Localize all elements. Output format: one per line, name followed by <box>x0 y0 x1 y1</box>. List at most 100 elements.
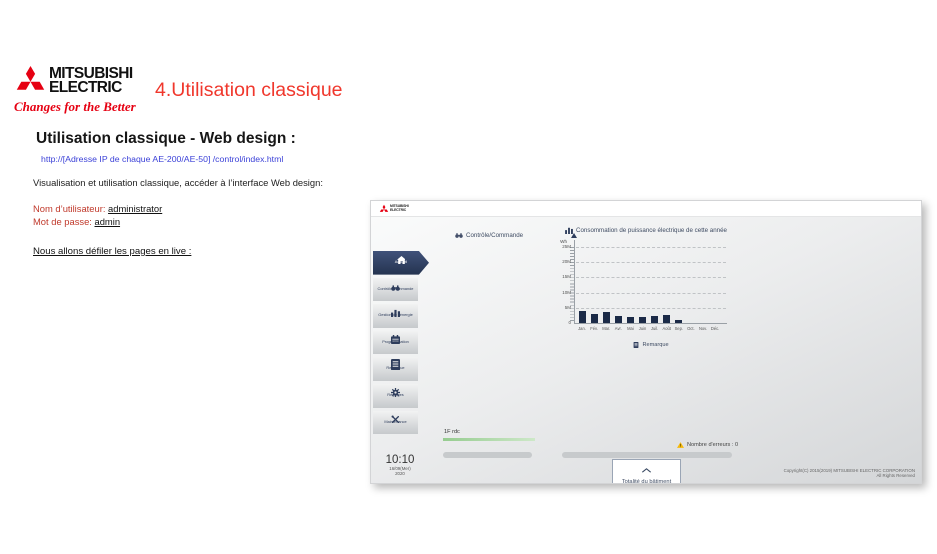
copyright-notice: Copyright(C) 2015(2019) MITSUBISHI ELECT… <box>783 468 915 479</box>
y-tick-label: 20M <box>562 259 571 265</box>
x-tick-label: Déc. <box>710 326 720 331</box>
panel-header-controle: Contrôle/Commande <box>455 232 523 239</box>
active-tab-underline <box>443 438 535 441</box>
y-tick-label: 25M <box>562 244 571 249</box>
x-tick-label: Mai <box>627 326 634 331</box>
bar-mar <box>602 312 610 323</box>
clock-widget: 10:10 16/09(Mer) 2020 <box>379 454 421 476</box>
x-tick-label: Oct. <box>687 326 695 331</box>
note-icon <box>391 357 400 371</box>
x-tick-label: Juil. <box>650 326 659 331</box>
bar-aot <box>663 315 671 323</box>
blurred-content-bar <box>443 452 532 458</box>
clock-date: 16/09(Mer) <box>389 466 411 471</box>
bar-jan <box>578 311 586 323</box>
section-heading: 4.Utilisation classique <box>155 79 343 101</box>
chart-title: Consommation de puissance électrique de … <box>565 227 727 234</box>
bar-sep <box>675 319 683 323</box>
bar-juin <box>639 316 646 323</box>
app-brand-name: MITSUBISHI ELECTRIC <box>390 204 409 212</box>
x-tick-label: Mar. <box>602 326 611 331</box>
sidebar-item-accueil[interactable]: Accueil <box>373 251 429 275</box>
app-logo: MITSUBISHI ELECTRIC <box>379 204 409 213</box>
bar-avr <box>614 316 622 323</box>
gridline <box>576 307 726 309</box>
sidebar-item-label: Réglages <box>387 391 404 397</box>
sidebar-item-label: Remarque <box>386 365 405 371</box>
gear-icon <box>391 384 400 397</box>
chevron-up-icon <box>641 468 652 473</box>
binoculars-icon <box>455 233 463 238</box>
clock-year: 2020 <box>395 471 405 477</box>
sidebar-item-remarque[interactable]: Remarque <box>373 357 418 381</box>
x-tick-label: Fév. <box>590 326 598 331</box>
x-tick-label: Nov. <box>698 326 708 331</box>
sidebar-item-label: Programmation <box>382 338 409 344</box>
sidebar-item-label: Gestion de l'énergie <box>378 312 413 318</box>
bar-chart-icon <box>565 227 573 234</box>
warning-icon <box>677 442 684 448</box>
y-tick-label: 15M <box>562 274 571 280</box>
gridline <box>576 292 726 294</box>
y-axis-minor-ticks <box>570 247 574 323</box>
y-axis-line <box>574 240 575 323</box>
x-tick-label: Avr. <box>614 326 622 331</box>
mitsubishi-diamonds-icon <box>379 204 389 212</box>
y-axis-unit: Wh <box>560 239 567 244</box>
web-design-link[interactable]: http://[Adresse IP de chaque AE-200/AE-5… <box>41 154 284 164</box>
x-tick-label: Sep. <box>674 326 683 331</box>
building-total-button[interactable]: Totalité du bâtiment <box>612 459 681 483</box>
intro-text: Visualisation et utilisation classique, … <box>33 177 323 188</box>
sidebar-item-maintenance[interactable]: Maintenance <box>373 410 418 435</box>
y-tick-label: 10M <box>562 289 571 295</box>
username-line: Nom d’utilisateur: administrator <box>33 203 162 214</box>
password-label: Mot de passe: <box>33 216 92 227</box>
bar-fv <box>590 314 598 323</box>
username-value: administrator <box>108 203 163 214</box>
mitsubishi-logo: MITSUBISHI ELECTRIC Changes for the Bett… <box>14 63 214 115</box>
clock-time: 10:10 <box>385 454 415 466</box>
note-icon <box>634 342 639 348</box>
sidebar-item-label: Contrôle/Commande <box>377 285 414 291</box>
binoculars-icon <box>391 278 400 291</box>
blurred-content-bar <box>562 452 732 458</box>
mitsubishi-diamonds-icon <box>16 65 45 90</box>
sidebar-item-gestion-de-l-nergie[interactable]: Gestion de l'énergie <box>373 304 418 328</box>
sidebar-item-contr-le-commande[interactable]: Contrôle/Commande <box>373 277 418 302</box>
ae200-web-ui-screenshot: MITSUBISHI ELECTRIC Accueil Contrôle/Comm… <box>370 200 922 484</box>
x-tick-label: Jan. <box>578 326 586 331</box>
home-icon <box>396 251 406 264</box>
live-note: Nous allons défiler les pages en live : <box>33 246 192 257</box>
gridline <box>576 247 726 248</box>
y-tick-label: 0 <box>568 320 571 325</box>
remark-link[interactable]: Remarque <box>576 342 726 348</box>
calendar-icon <box>391 331 400 344</box>
app-content-background <box>371 217 921 483</box>
gridline <box>576 277 726 279</box>
username-label: Nom d’utilisateur: <box>33 203 106 214</box>
sidebar-nav: Accueil Contrôle/Commande Gestion de l'éne… <box>373 248 429 435</box>
tools-icon <box>391 411 400 423</box>
energy-chart-icon <box>391 304 400 318</box>
y-tick-label: 5M <box>564 304 571 310</box>
brand-tagline: Changes for the Better <box>14 99 136 114</box>
sidebar-item-r-glages[interactable]: Réglages <box>373 383 418 408</box>
tab-floor-1f-rdc[interactable]: 1F rdc <box>444 429 460 435</box>
sidebar-item-programmation[interactable]: Programmation <box>373 330 418 355</box>
page-title: Utilisation classique - Web design : <box>36 130 296 147</box>
sidebar-item-label: Accueil <box>394 259 408 264</box>
sidebar-item-label: Maintenance <box>384 418 407 424</box>
x-axis-baseline <box>574 323 727 324</box>
password-value: admin <box>94 216 121 227</box>
gridline <box>576 262 726 264</box>
error-count-status: Nombre d'erreurs : 0 <box>677 442 738 448</box>
bar-mai <box>626 316 634 323</box>
axis-arrow-icon <box>571 233 577 238</box>
x-tick-label: Juin <box>638 326 647 331</box>
bar-juil <box>651 316 659 323</box>
x-tick-label: Août <box>662 326 671 331</box>
brand-name: MITSUBISHI ELECTRIC <box>49 65 133 96</box>
app-header-bar: MITSUBISHI ELECTRIC <box>371 201 921 217</box>
password-line: Mot de passe: admin <box>33 216 120 227</box>
